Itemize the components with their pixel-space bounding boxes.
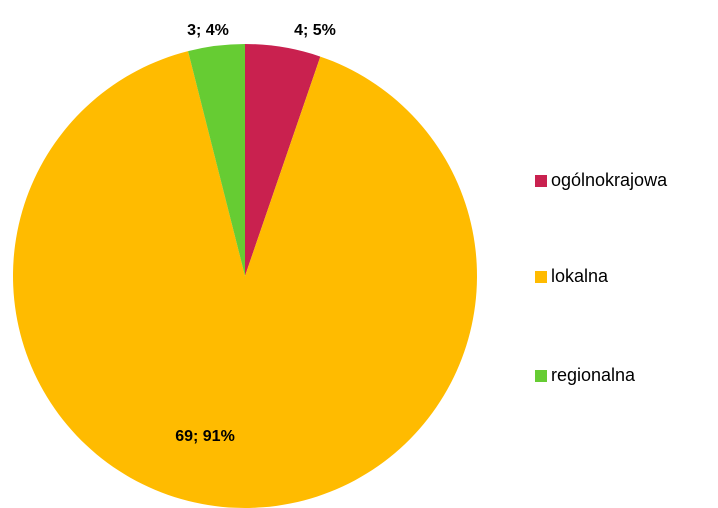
data-label: 4; 5% — [294, 22, 336, 39]
legend-swatch — [535, 175, 547, 187]
legend-label: ogólnokrajowa — [551, 170, 668, 190]
pie-slice — [245, 44, 321, 276]
pie-slice — [13, 51, 478, 508]
legend-swatch — [535, 271, 547, 283]
legend-label: regionalna — [551, 365, 636, 385]
pie-slice — [188, 44, 245, 276]
data-label: 69; 91% — [175, 428, 235, 445]
data-label: 3; 4% — [187, 22, 229, 39]
legend-swatch — [535, 370, 547, 382]
legend-label: lokalna — [551, 266, 609, 286]
